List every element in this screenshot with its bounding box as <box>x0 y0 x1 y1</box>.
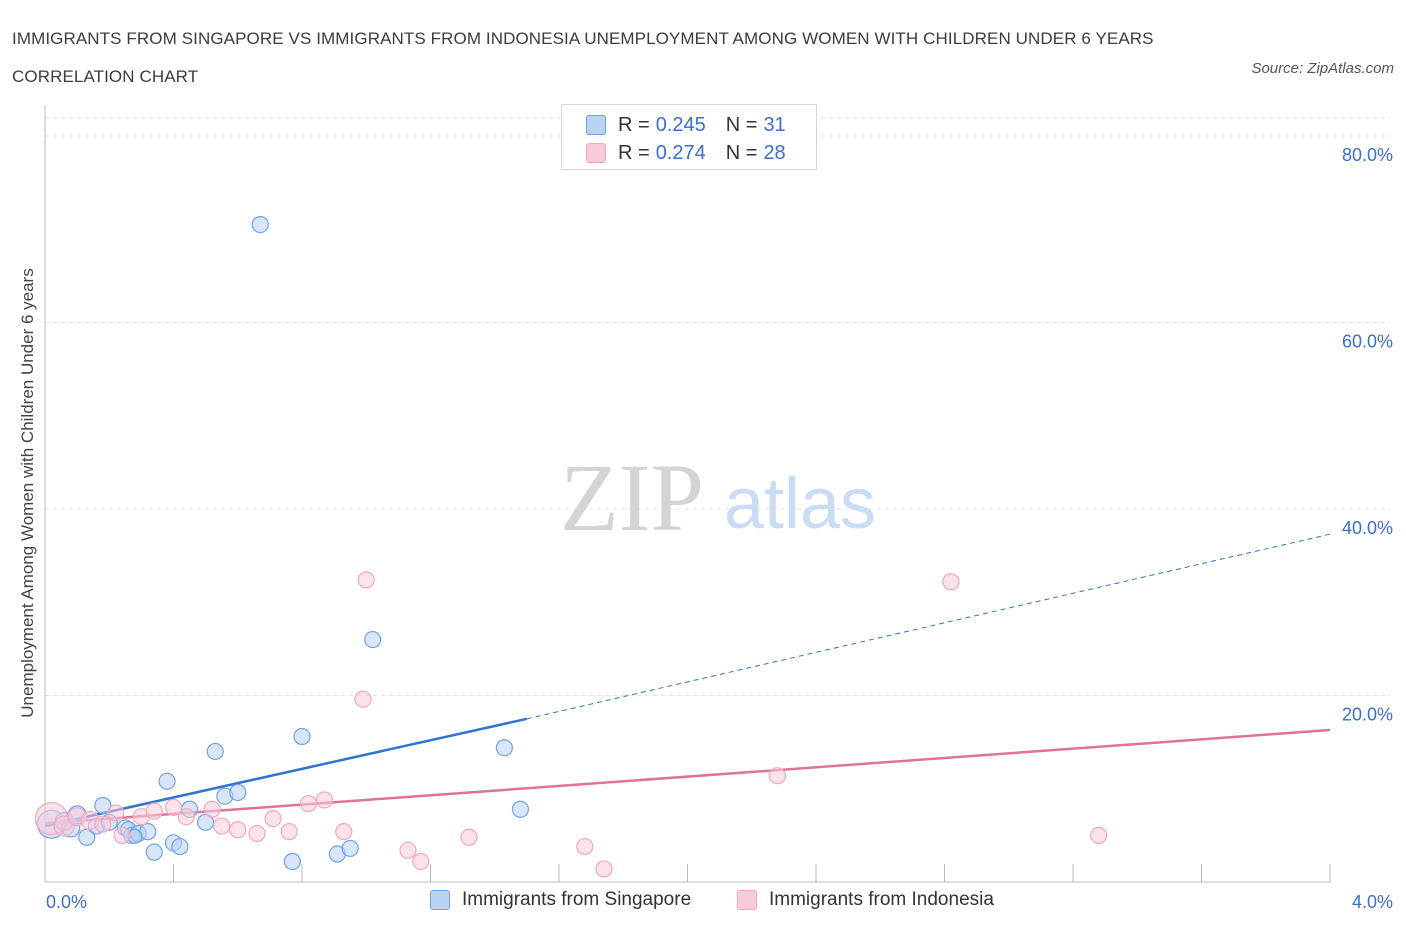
singapore-point <box>158 772 176 790</box>
source-label: Source: ZipAtlas.com <box>1251 60 1394 77</box>
legend-item-singapore: Immigrants from Singapore <box>430 889 691 911</box>
indonesia-point <box>576 837 594 856</box>
indonesia-point <box>335 823 353 841</box>
legend-label: Immigrants from Indonesia <box>769 889 994 910</box>
indonesia-swatch <box>586 143 606 163</box>
indonesia-point <box>399 841 417 859</box>
legend-row-indonesia: R = 0.274 N = 28 <box>586 140 786 166</box>
data-points <box>34 215 1108 878</box>
indonesia-point <box>113 826 131 844</box>
indonesia-point <box>354 690 372 708</box>
indonesia-point <box>264 809 282 828</box>
n-label: N = <box>725 113 758 136</box>
singapore-point <box>364 630 382 649</box>
indonesia-point <box>315 791 334 809</box>
indonesia-point <box>280 823 298 841</box>
singapore-point <box>171 837 189 856</box>
n-value: 28 <box>763 141 786 164</box>
indonesia-point <box>94 815 112 833</box>
indonesia-point <box>768 767 787 785</box>
indonesia-point <box>177 808 195 826</box>
indonesia-point <box>460 828 478 846</box>
singapore-point <box>495 739 513 757</box>
indonesia-point <box>107 804 125 822</box>
singapore-point <box>341 839 359 858</box>
indonesia-swatch <box>737 890 757 910</box>
singapore-point <box>251 215 269 234</box>
indonesia-point <box>942 573 960 591</box>
singapore-point <box>94 796 112 815</box>
r-value: 0.245 <box>655 113 706 136</box>
y-tick-label: 20.0% <box>1342 705 1393 725</box>
x-tick-label: 4.0% <box>1352 892 1393 912</box>
singapore-point <box>145 843 163 861</box>
singapore-point <box>229 783 247 802</box>
r-label: R = <box>618 113 650 136</box>
watermark-atlas: atlas <box>724 464 876 544</box>
chart-title: IMMIGRANTS FROM SINGAPORE VS IMMIGRANTS … <box>12 29 1154 86</box>
legend-item-indonesia: Immigrants from Indonesia <box>737 889 994 911</box>
y-axis-title: Unemployment Among Women with Children U… <box>18 268 37 718</box>
n-label: N = <box>725 141 758 164</box>
indonesia-point <box>229 821 247 839</box>
trend-lines <box>44 533 1331 828</box>
indonesia-point <box>412 852 430 871</box>
singapore-point <box>206 742 224 761</box>
y-tick-label: 40.0% <box>1342 518 1393 538</box>
indonesia-point <box>248 824 266 843</box>
grid-lines <box>45 117 1390 696</box>
indonesia-point <box>299 795 318 813</box>
axes <box>44 105 1331 883</box>
r-label: R = <box>618 141 650 164</box>
indonesia-point <box>145 802 163 820</box>
y-tick-label: 60.0% <box>1342 332 1393 352</box>
legend-row-singapore: R = 0.245 N = 31 <box>586 112 786 138</box>
y-tick-label: 80.0% <box>1342 145 1393 165</box>
tick-labels: 20.0% 40.0% 60.0% 80.0% 0.0% 4.0% <box>46 145 1393 912</box>
indonesia-point <box>357 571 375 589</box>
singapore-swatch <box>586 115 606 135</box>
indonesia-point <box>595 860 613 878</box>
singapore-point <box>293 727 311 746</box>
singapore-point <box>283 852 301 871</box>
indonesia-point <box>164 798 183 817</box>
watermark: ZIP atlas <box>560 444 876 551</box>
indonesia-point <box>213 817 231 835</box>
singapore-point <box>511 800 530 818</box>
singapore-trend-extension <box>526 533 1331 720</box>
indonesia-point <box>203 800 221 818</box>
legend-label: Immigrants from Singapore <box>462 889 692 910</box>
n-value: 31 <box>763 113 786 136</box>
r-value: 0.274 <box>655 141 706 164</box>
singapore-trend-line <box>44 717 528 828</box>
correlation-legend: R = 0.245 N = 31 R = 0.274 N = 28 <box>561 104 817 170</box>
watermark-zip: ZIP <box>560 444 704 551</box>
series-legend: Immigrants from Singapore Immigrants fro… <box>0 889 1406 915</box>
indonesia-trend-line <box>44 728 1331 825</box>
singapore-swatch <box>430 890 450 910</box>
x-tick-label: 0.0% <box>46 892 87 912</box>
indonesia-point <box>1090 826 1108 844</box>
